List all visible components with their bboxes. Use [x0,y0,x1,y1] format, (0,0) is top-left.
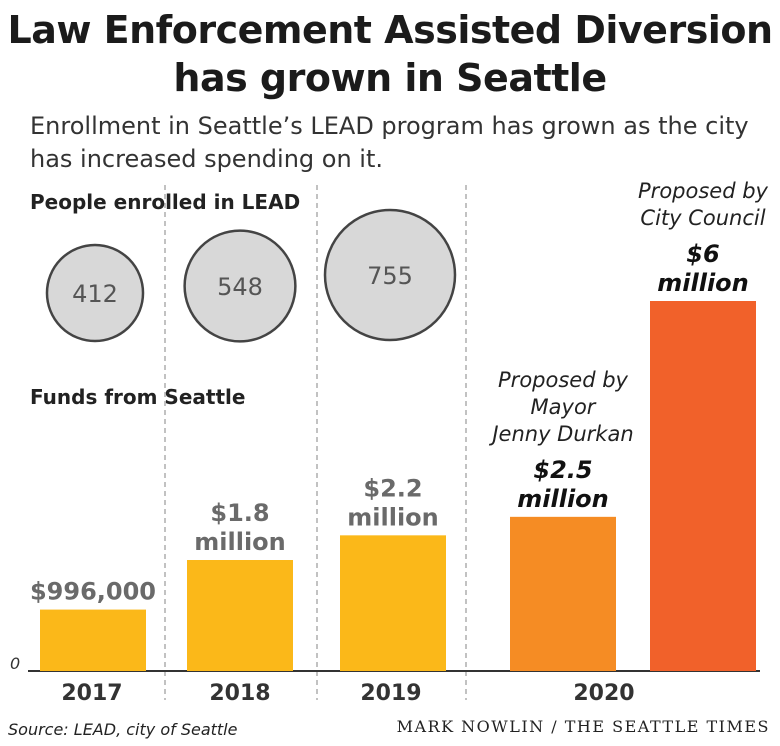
x-tick-2017: 2017 [61,681,122,706]
bubble-2019 [323,208,457,342]
credit-line: MARK NOWLIN / THE SEATTLE TIMES [396,717,770,736]
bar-value-label-3-line-2: million [347,503,439,531]
bar-2019 [340,535,446,671]
bar-2018 [187,560,293,671]
bubble-label-2018: 548 [217,273,263,301]
bubble-label-2019: 755 [367,262,413,290]
bubble-2018 [183,229,297,343]
subtitle-line2: has increased spending on it. [30,145,383,173]
bar-value-label-1-line-1: $996,000 [30,578,156,606]
chart-title-line2: has grown in Seattle [173,56,607,100]
source-note: Source: LEAD, city of Seattle [8,720,238,739]
bar-value-label-2-line-2: million [194,528,286,556]
y-tick-zero: 0 [10,654,20,673]
bar-value-label-4-line-1: $2.5 [533,456,592,484]
bubble-2017 [45,243,145,343]
bar-value-label-4-line-2: million [517,485,609,513]
bar-2017 [40,609,146,671]
bar-value-label-5-line-1: $6 [686,240,719,268]
bar-value-label-3-line-1: $2.2 [363,474,422,502]
bar-value-label-2-line-1: $1.8 [210,499,269,527]
bar-note-5-line-1: Proposed by [638,179,769,203]
bar-note-4-line-3: Jenny Durkan [488,422,633,446]
x-tick-2018: 2018 [209,681,270,706]
bar-note-5-line-2: City Council [640,206,765,230]
bar-2020-council [650,301,756,671]
x-tick-2020: 2020 [573,681,634,706]
bubble-label-2017: 412 [72,280,118,308]
subtitle-line1: Enrollment in Seattle’s LEAD program has… [30,112,749,140]
chart-title-line1: Law Enforcement Assisted Diversion [7,8,773,52]
bar-note-4-line-2: Mayor [531,395,597,419]
bar-value-label-5-line-2: million [657,269,749,297]
bar-2020-mayor [510,516,616,671]
funds-section-label: Funds from Seattle [30,385,246,409]
x-tick-2019: 2019 [360,681,421,706]
bar-note-4-line-1: Proposed by [498,368,629,392]
